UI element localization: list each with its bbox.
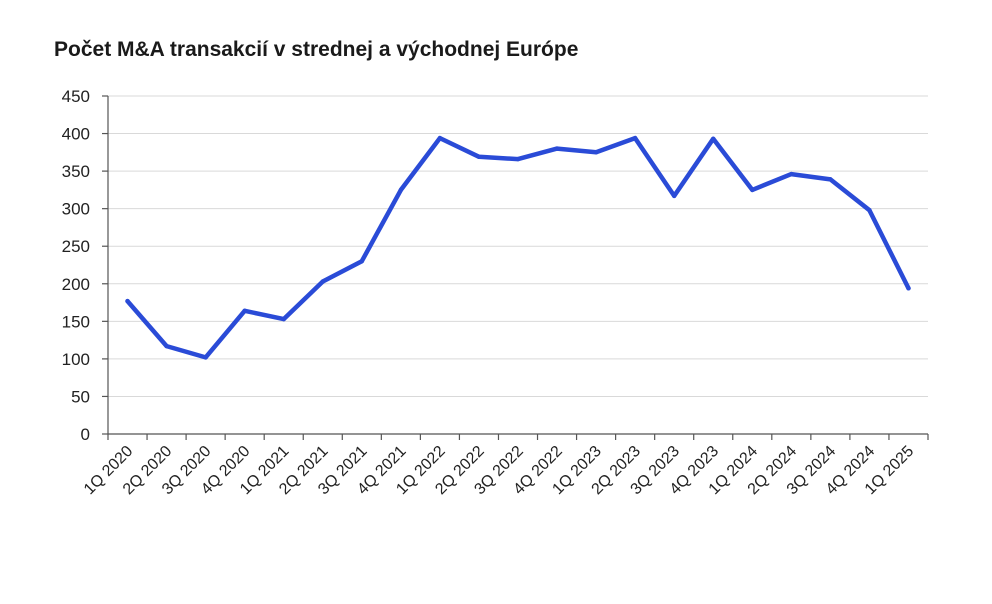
data-point [476, 154, 482, 160]
y-tick-label: 50 [71, 387, 90, 406]
data-point [398, 187, 404, 193]
axes [102, 95, 929, 440]
data-point [789, 171, 794, 177]
data-point [437, 135, 443, 141]
data-point [906, 286, 911, 291]
data-point [515, 156, 521, 162]
data-point [828, 177, 833, 182]
gridlines [108, 95, 928, 397]
y-tick-label: 200 [62, 275, 90, 294]
y-tick-label: 250 [62, 237, 90, 256]
data-point [320, 279, 325, 284]
data-point [867, 207, 872, 213]
y-axis-ticks: 0 50 100 150 200 250 300 350 400 450 [62, 87, 90, 444]
data-point [632, 135, 638, 141]
data-point [281, 316, 286, 322]
data-point [671, 193, 677, 199]
data-point [359, 259, 365, 264]
data-point [554, 146, 560, 151]
data-point [711, 136, 716, 142]
y-tick-label: 350 [62, 162, 90, 181]
y-tick-label: 150 [62, 312, 90, 331]
y-tick-label: 0 [81, 425, 90, 444]
chart-title: Počet M&A transakcií v strednej a východ… [54, 38, 579, 61]
series [125, 135, 911, 360]
data-point [125, 298, 130, 304]
y-tick-label: 100 [62, 350, 90, 369]
data-point [593, 150, 599, 155]
data-point [164, 343, 169, 349]
y-tick-label: 450 [62, 87, 90, 106]
y-tick-label: 300 [62, 200, 90, 219]
y-tick-label: 400 [62, 125, 90, 144]
data-point [242, 308, 247, 314]
data-point [203, 355, 208, 360]
data-point [750, 187, 755, 193]
